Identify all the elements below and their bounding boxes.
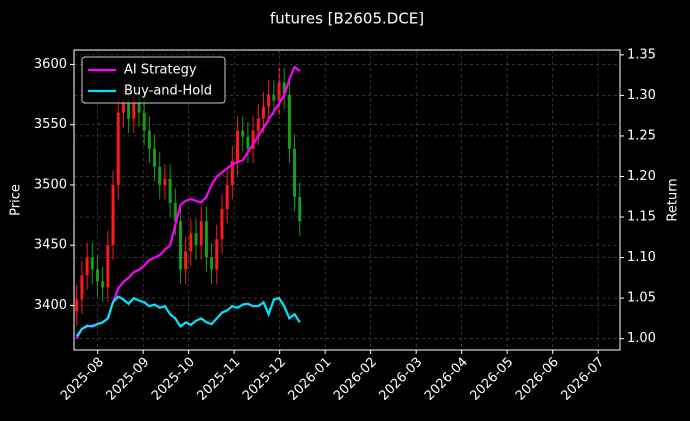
y-tick-label: 3500 (34, 177, 67, 192)
y2-tick-label: 1.15 (627, 210, 656, 225)
candle-body (168, 178, 172, 204)
candle-body (106, 245, 110, 288)
y2-tick-label: 1.10 (627, 250, 656, 265)
legend-label: Buy-and-Hold (124, 84, 212, 99)
x-tick-label: 2025-09 (103, 355, 152, 404)
candle-body (225, 184, 229, 210)
candle-body (158, 166, 162, 185)
y2-tick-label: 1.25 (627, 128, 656, 143)
y-tick-label: 3400 (34, 298, 67, 313)
candle-body (173, 203, 177, 222)
candle-body (147, 130, 151, 149)
x-tick-label: 2026-04 (422, 355, 471, 404)
x-tick-label: 2026-02 (331, 355, 380, 404)
candle-body (90, 257, 94, 270)
y2-axis-label: Return (666, 178, 681, 221)
x-tick-label: 2025-08 (58, 355, 107, 404)
x-tick-label: 2025-10 (149, 355, 198, 404)
candle-body (220, 209, 224, 240)
candle-body (272, 94, 276, 101)
candle-body (256, 118, 260, 131)
candle-body (230, 160, 234, 185)
candle-body (85, 257, 89, 276)
candle-body (178, 221, 182, 270)
x-tick-label: 2025-12 (240, 355, 289, 404)
y2-tick-label: 1.05 (627, 291, 656, 306)
candle-body (298, 196, 302, 222)
candle-body (127, 100, 131, 119)
chart-title: futures [B2605.DCE] (270, 10, 424, 28)
candle-body (189, 233, 193, 252)
legend-label: AI Strategy (124, 63, 197, 78)
plot-frame (73, 49, 621, 351)
x-tick-label: 2026-01 (285, 355, 334, 404)
y-tick-label: 3450 (34, 238, 67, 253)
candle-body (241, 130, 245, 137)
candle-body (142, 112, 146, 131)
candle-body (251, 130, 255, 149)
candle-body (199, 221, 203, 246)
legend: AI Strategy Buy-and-Hold (81, 56, 226, 104)
y2-tick-label: 1.00 (627, 331, 656, 346)
candle-body (210, 257, 214, 270)
candle-body (267, 94, 271, 107)
y2-tick-label: 1.35 (627, 47, 656, 62)
candle-body (246, 136, 250, 149)
candle-body (184, 251, 188, 270)
candle-body (287, 94, 291, 149)
y2-tick-label: 1.30 (627, 88, 656, 103)
legend-box (81, 56, 226, 104)
candle-body (132, 94, 136, 119)
y-tick-label: 3550 (34, 117, 67, 132)
candle-body (215, 239, 219, 270)
x-tick-label: 2025-11 (194, 355, 243, 404)
candle-body (137, 94, 141, 113)
candle-body (101, 281, 105, 288)
y-tick-label: 3600 (34, 57, 67, 72)
x-tick-label: 2026-07 (558, 355, 607, 404)
candle-body (277, 82, 281, 101)
x-tick-label: 2026-03 (376, 355, 425, 404)
y2-tick-label: 1.20 (627, 169, 656, 184)
candle-body (153, 148, 157, 167)
candle-body (80, 275, 84, 300)
y-axis-label: Price (9, 184, 24, 216)
x-tick-label: 2026-06 (513, 355, 562, 404)
candle-body (204, 221, 208, 258)
x-tick-label: 2026-05 (467, 355, 516, 404)
candle-body (236, 130, 240, 161)
candle-body (163, 178, 167, 185)
candle-body (111, 184, 115, 246)
candle-body (116, 112, 120, 185)
candle-body (95, 269, 99, 282)
candle-body (121, 100, 125, 113)
candle-body (75, 299, 79, 312)
candle-body (293, 148, 297, 197)
candle-body (194, 233, 198, 246)
series-line (75, 295, 301, 337)
candle-body (261, 106, 265, 119)
candle-body (282, 82, 286, 95)
